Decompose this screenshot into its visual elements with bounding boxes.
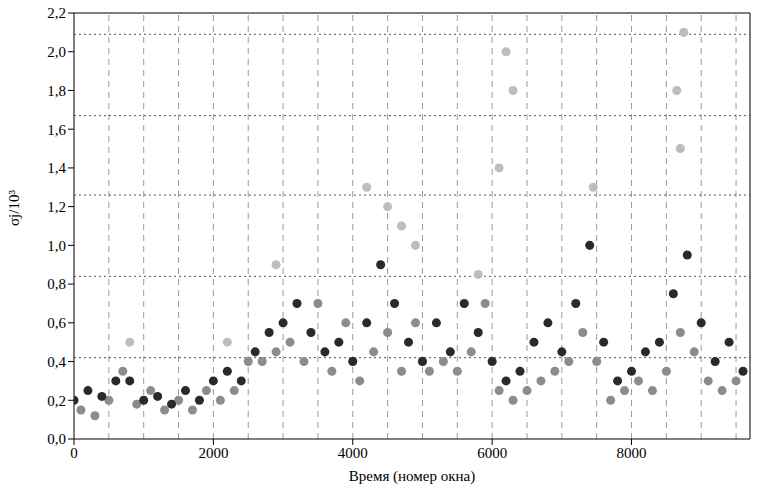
svg-text:0,0: 0,0: [47, 431, 66, 447]
svg-text:1,0: 1,0: [47, 238, 66, 254]
svg-text:σj/10³: σj/10³: [6, 190, 22, 226]
svg-text:6000: 6000: [477, 445, 507, 461]
svg-text:0,4: 0,4: [47, 354, 66, 370]
svg-text:2,2: 2,2: [47, 5, 66, 21]
svg-text:Время (номер окна): Время (номер окна): [349, 468, 475, 485]
svg-text:1,8: 1,8: [47, 83, 66, 99]
svg-text:2000: 2000: [198, 445, 228, 461]
svg-text:8000: 8000: [617, 445, 647, 461]
svg-text:2,0: 2,0: [47, 44, 66, 60]
svg-text:4000: 4000: [338, 445, 368, 461]
svg-text:1,6: 1,6: [47, 122, 66, 138]
svg-text:1,2: 1,2: [47, 199, 66, 215]
svg-text:0,6: 0,6: [47, 315, 66, 331]
svg-text:1,4: 1,4: [47, 160, 66, 176]
svg-text:0,2: 0,2: [47, 393, 66, 409]
svg-text:0,8: 0,8: [47, 276, 66, 292]
svg-text:0: 0: [70, 445, 78, 461]
